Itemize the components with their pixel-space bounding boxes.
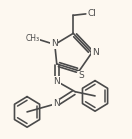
- Text: S: S: [78, 71, 84, 80]
- Text: N: N: [53, 99, 60, 108]
- Text: N: N: [92, 48, 98, 57]
- Text: Cl: Cl: [87, 9, 96, 18]
- Text: N: N: [53, 77, 60, 86]
- Text: CH₃: CH₃: [26, 34, 40, 43]
- Text: N: N: [51, 39, 58, 48]
